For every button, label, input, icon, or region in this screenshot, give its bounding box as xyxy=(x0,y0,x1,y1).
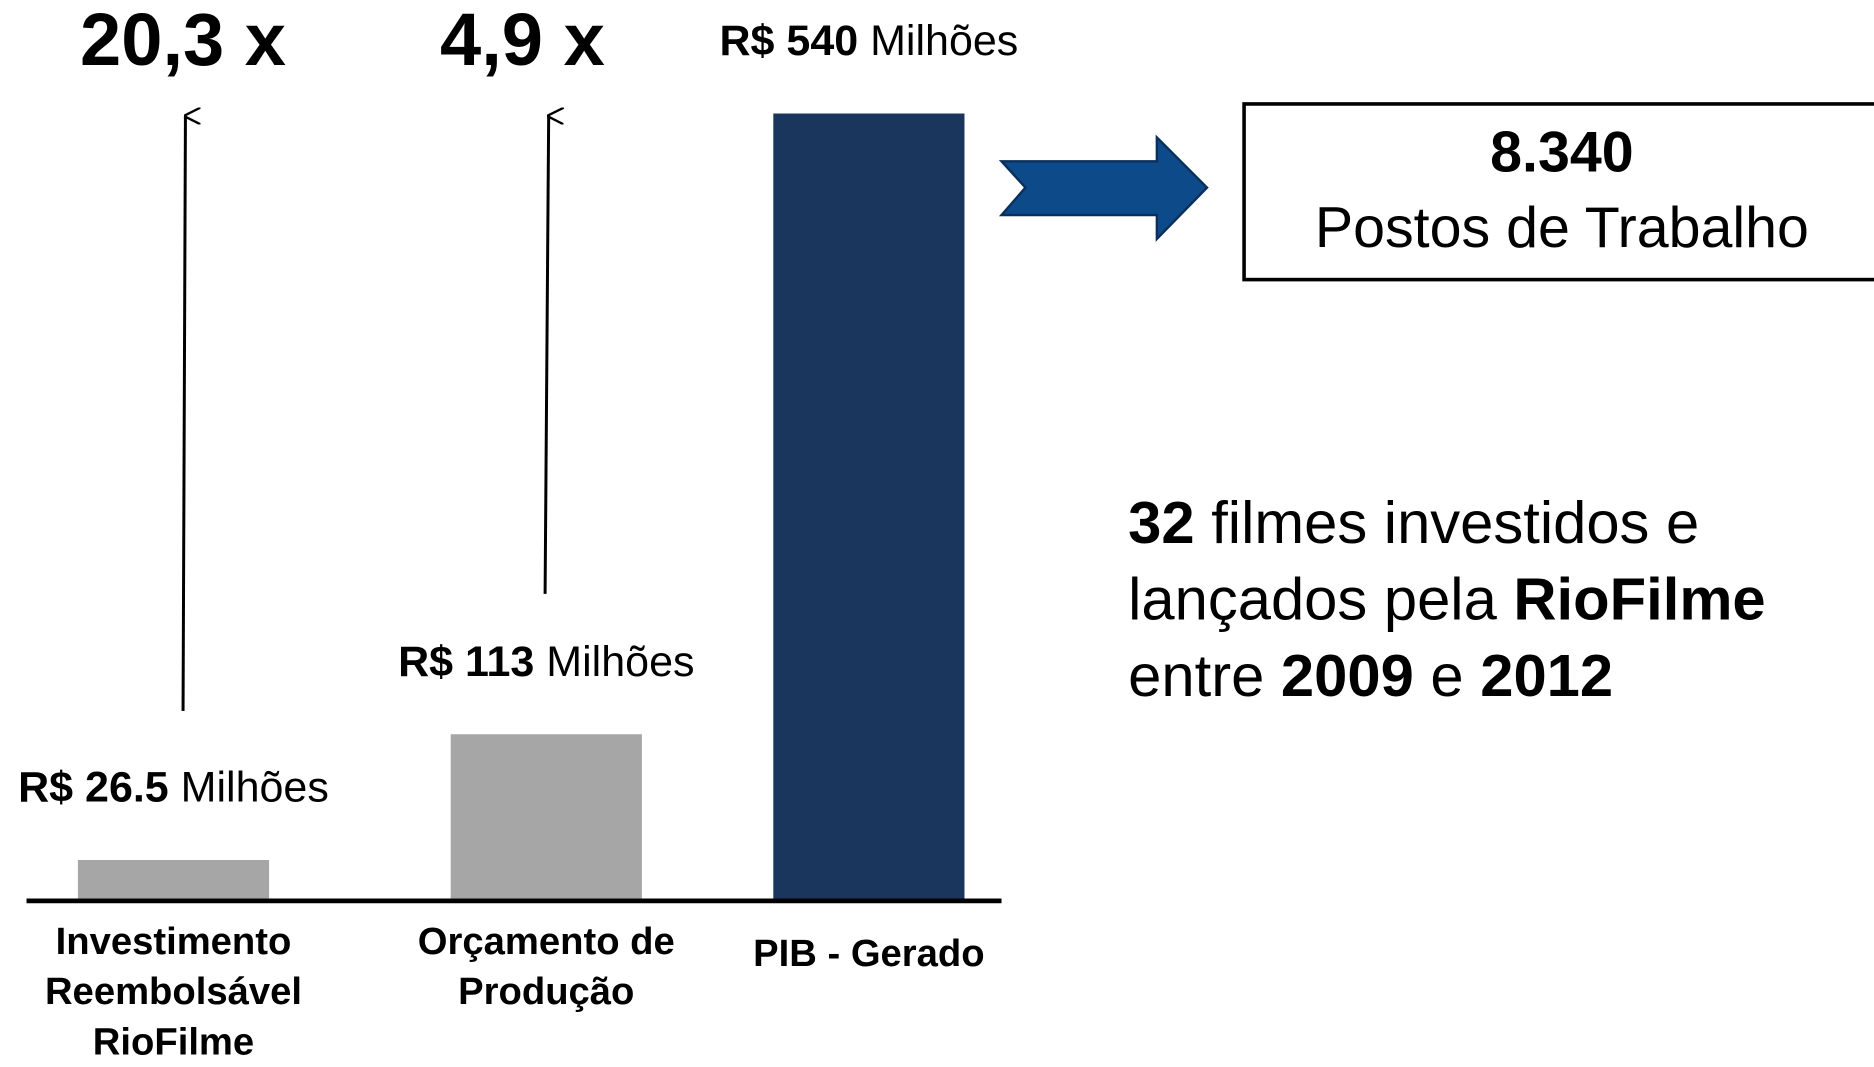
category-label: Investimento xyxy=(56,920,292,963)
category-label: Produção xyxy=(458,970,634,1013)
block-arrow xyxy=(998,134,1209,242)
category-label: RioFilme xyxy=(93,1020,254,1063)
note-line: entre 2009 e 2012 xyxy=(1128,642,1613,709)
multiplier: 20,3 x xyxy=(80,0,286,81)
note-segment: entre xyxy=(1128,642,1281,709)
value-label: R$ 26.5 Milhões xyxy=(18,764,329,812)
note-line: lançados pela RioFilme xyxy=(1128,565,1766,632)
value-label: R$ 540 Milhões xyxy=(719,18,1018,66)
callout-box xyxy=(1242,102,1874,282)
arrow xyxy=(181,116,185,711)
bar xyxy=(773,113,965,899)
note-segment: 32 xyxy=(1128,489,1194,556)
note-segment: lançados pela xyxy=(1128,565,1513,632)
note-segment: filmes investidos e xyxy=(1195,489,1700,556)
category-label: Reembolsável xyxy=(45,970,302,1013)
note-segment: 2009 xyxy=(1281,642,1414,709)
note-segment: RioFilme xyxy=(1513,565,1765,632)
bar xyxy=(450,734,642,899)
arrow xyxy=(543,116,549,594)
category-label: Orçamento de xyxy=(418,920,675,963)
multiplier: 4,9 x xyxy=(440,0,605,81)
category-label: PIB - Gerado xyxy=(753,932,984,975)
note-line: 32 filmes investidos e xyxy=(1128,489,1699,556)
note-segment: e xyxy=(1414,642,1480,709)
bar xyxy=(77,860,270,899)
callout-number: 8.340 xyxy=(1490,121,1634,185)
note-segment: 2012 xyxy=(1480,642,1613,709)
value-label: R$ 113 Milhões xyxy=(398,638,694,686)
callout-label: Postos de Trabalho xyxy=(1315,196,1809,260)
